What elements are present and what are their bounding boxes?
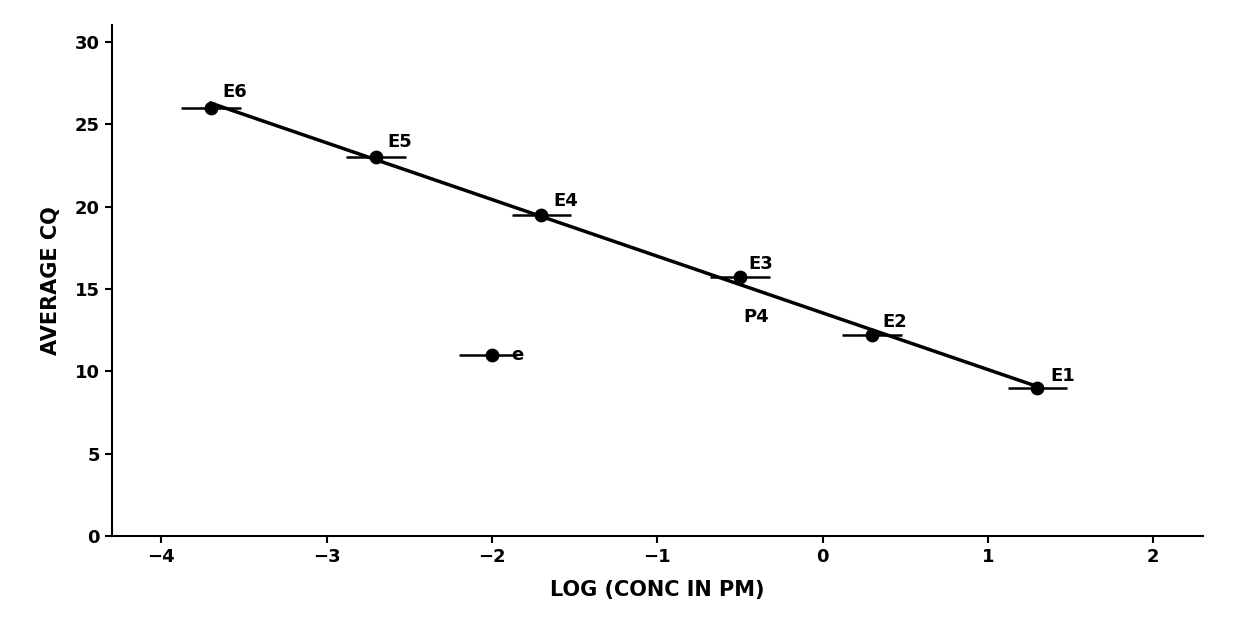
Text: P4: P4 [743,308,769,326]
X-axis label: LOG (CONC IN PM): LOG (CONC IN PM) [551,580,764,600]
Point [1028,383,1048,393]
Point [201,103,221,113]
Point [366,152,386,162]
Text: E1: E1 [1050,367,1075,386]
Point [862,330,882,340]
Text: E3: E3 [748,256,773,273]
Text: E6: E6 [222,83,247,101]
Text: E2: E2 [882,313,906,331]
Text: E5: E5 [388,133,413,151]
Point [730,273,750,283]
Point [482,350,502,360]
Text: e: e [512,346,525,364]
Text: E4: E4 [553,192,578,210]
Point [532,209,552,220]
Y-axis label: AVERAGE CQ: AVERAGE CQ [41,206,61,355]
